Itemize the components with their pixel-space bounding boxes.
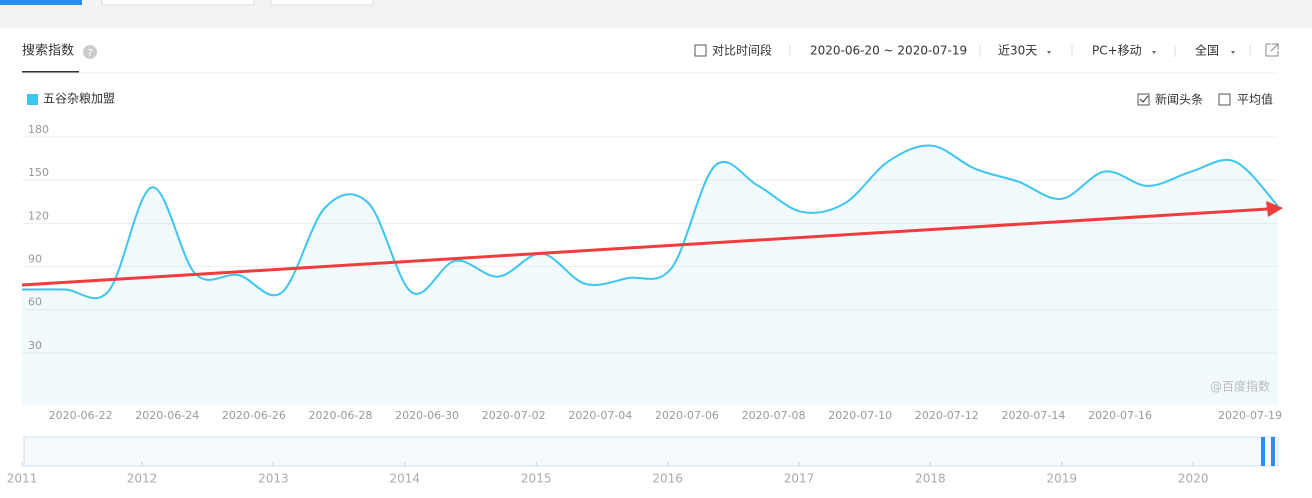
checkbox[interactable] [1137, 93, 1150, 106]
x-tick-label: 2020-06-28 [309, 409, 373, 422]
watermark: @百度指数 [1210, 379, 1270, 394]
tab-button[interactable] [270, 0, 374, 6]
line-area [22, 145, 1278, 405]
x-tick-label: 2020-07-12 [915, 409, 979, 422]
y-tick-label: 60 [28, 296, 42, 309]
separators [789, 45, 1251, 57]
year-label: 2014 [390, 472, 421, 486]
year-label: 2015 [521, 472, 552, 486]
x-tick-label: 2020-06-26 [222, 409, 286, 422]
x-tick-label: 2020-07-19 [1218, 409, 1282, 422]
panel [0, 28, 1312, 498]
help-icon[interactable] [83, 45, 97, 59]
x-tick-label: 2020-07-06 [655, 409, 719, 422]
average-option[interactable]: 平均值 [1237, 92, 1273, 107]
y-tick-label: 90 [28, 253, 42, 266]
checkbox[interactable] [1218, 93, 1231, 106]
year-label: 2020 [1178, 472, 1209, 486]
year-label: 2017 [784, 472, 815, 486]
line [21, 144, 1279, 300]
x-tick-label: 2020-07-16 [1088, 409, 1152, 422]
year-label: 2012 [127, 472, 158, 486]
news-option[interactable]: 新闻头条 [1155, 92, 1203, 107]
tab-button[interactable] [101, 0, 255, 6]
y-tick-label: 150 [28, 166, 49, 179]
x-tick-label: 2020-06-30 [395, 409, 459, 422]
timeline-axis: 2011 2012 2013 2014 2015 2016 2017 2018 2019 2020 [7, 462, 1209, 486]
year-label: 2016 [652, 472, 683, 486]
slider-handle[interactable] [1261, 437, 1265, 466]
x-tick-label: 2020-07-02 [482, 409, 546, 422]
panel-title: 搜索指数 [22, 44, 74, 59]
period-select[interactable]: 近30天 [998, 44, 1037, 58]
checkbox[interactable] [694, 44, 707, 57]
x-tick-label: 2020-06-24 [135, 409, 199, 422]
help-mark: ? [87, 48, 92, 59]
timeline-slider[interactable] [23, 436, 1279, 467]
x-tick-label: 2020-07-14 [1001, 409, 1065, 422]
export-icon[interactable] [1265, 43, 1279, 57]
chart: 30 60 90 120 150 180 2020-06-22 2020-06-24 2020-… [21, 123, 1282, 422]
y-tick-label: 30 [28, 339, 42, 352]
compare-label[interactable]: 对比时间段 [712, 43, 772, 58]
check-mark [1139, 95, 1149, 103]
trend-arrow [21, 207, 1269, 287]
legend-label[interactable]: 五谷杂粮加盟 [43, 91, 115, 106]
x-tick-label: 2020-06-22 [49, 409, 113, 422]
date-range[interactable]: 2020-06-20 ~ 2020-07-19 [810, 44, 967, 58]
dropdown-arrows [1047, 51, 1235, 54]
region-select[interactable]: 全国 [1195, 43, 1219, 58]
slider-handle[interactable] [1271, 437, 1275, 466]
y-tick-label: 120 [28, 209, 49, 222]
year-label: 2019 [1047, 472, 1078, 486]
year-label: 2018 [915, 472, 946, 486]
x-tick-label: 2020-07-10 [828, 409, 892, 422]
legend-swatch [27, 94, 38, 105]
y-tick-label: 180 [28, 123, 49, 136]
device-select[interactable]: PC+移动 [1092, 44, 1142, 58]
year-label: 2013 [258, 472, 289, 486]
arrow-head [1266, 201, 1283, 217]
x-tick-label: 2020-07-04 [568, 409, 632, 422]
tab-button[interactable] [0, 0, 82, 5]
year-label: 2011 [7, 472, 38, 486]
x-tick-label: 2020-07-08 [742, 409, 806, 422]
